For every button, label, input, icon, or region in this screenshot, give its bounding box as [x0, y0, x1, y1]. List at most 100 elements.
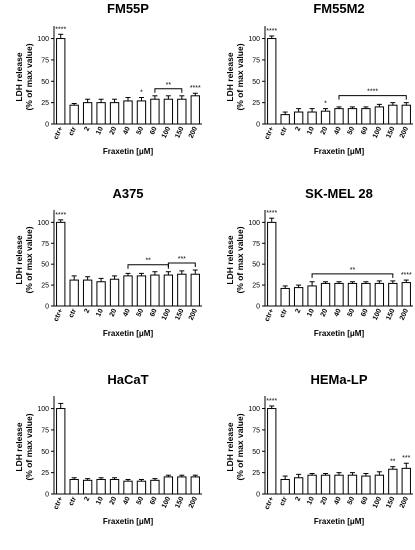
x-tick-label: 100 — [161, 308, 172, 322]
bar — [109, 102, 120, 125]
y-tick-label: 50 — [252, 262, 260, 269]
x-tick-label: 2 — [294, 308, 302, 315]
x-tick-label: ctr — [68, 126, 78, 137]
chart-title: FM55M2 — [313, 1, 364, 16]
y-axis-label: LDH release(% of max value) — [225, 43, 245, 110]
bar — [374, 282, 385, 307]
bar — [334, 282, 344, 307]
x-tick-label: 50 — [347, 496, 357, 506]
y-axis-label-line: LDH release — [225, 235, 235, 284]
chart-panel: A375 LDH release(% of max value) 0 25 50 75 10… — [14, 186, 202, 338]
y-axis-label-line: (% of max value) — [235, 226, 245, 293]
bar — [69, 104, 79, 125]
y-tick-label: 50 — [252, 449, 260, 456]
x-tick-label: ctr+ — [264, 496, 276, 511]
y-tick-label: 0 — [256, 492, 260, 499]
y-axis-label: LDH release(% of max value) — [14, 43, 34, 110]
bracket-label: ** — [166, 82, 172, 89]
bar — [334, 108, 344, 125]
bar — [334, 474, 344, 495]
bar — [56, 408, 66, 495]
bar — [361, 108, 371, 125]
bar — [136, 100, 147, 125]
x-tick-label: ctr+ — [264, 308, 276, 323]
y-axis-label-line: (% of max value) — [24, 43, 34, 110]
x-tick-label: 100 — [372, 496, 383, 510]
y-tick-label: 0 — [45, 492, 49, 499]
x-tick-label: 10 — [95, 308, 105, 318]
chart-title: HaCaT — [107, 372, 148, 387]
significance-mark: **** — [55, 212, 66, 219]
significance-bracket — [154, 88, 183, 93]
y-tick-label: 75 — [252, 427, 260, 434]
bar — [69, 279, 79, 307]
x-tick-label: 2 — [83, 126, 91, 133]
bar — [136, 275, 147, 307]
significance-bracket — [127, 264, 169, 269]
bar — [320, 282, 331, 307]
x-tick-label: 40 — [122, 496, 132, 506]
x-axis-label: Fraxetin [μM] — [314, 517, 365, 526]
x-tick-label: 50 — [136, 126, 146, 136]
bar — [361, 475, 371, 495]
bar — [401, 104, 411, 125]
bar — [320, 474, 331, 495]
y-tick-label: 25 — [252, 283, 260, 290]
x-tick-label: ctr+ — [53, 126, 65, 141]
x-tick-label: 20 — [320, 126, 330, 136]
bar — [361, 282, 371, 307]
y-axis-label-line: LDH release — [14, 422, 24, 471]
y-axis-label-line: LDH release — [225, 422, 235, 471]
bar — [293, 287, 304, 307]
x-tick-label: ctr — [279, 126, 289, 137]
y-tick-label: 0 — [256, 122, 260, 129]
significance-mark: **** — [266, 28, 277, 35]
y-tick-label: 25 — [41, 283, 49, 290]
bar — [280, 478, 290, 495]
bar — [347, 282, 358, 307]
y-tick-label: 100 — [248, 406, 260, 413]
x-tick-label: 2 — [83, 308, 91, 315]
bar — [177, 476, 187, 495]
y-tick-label: 100 — [248, 36, 260, 43]
bar — [82, 479, 93, 495]
x-tick-label: 10 — [306, 496, 316, 506]
bar — [374, 106, 385, 125]
chart-title: HEMa-LP — [310, 372, 367, 387]
bracket-label: **** — [367, 89, 378, 96]
bar — [56, 221, 66, 307]
x-tick-label: 100 — [372, 126, 383, 140]
significance-mark: **** — [401, 272, 412, 279]
bar — [401, 467, 411, 495]
significance-mark: * — [324, 101, 327, 108]
x-tick-label: 40 — [333, 126, 343, 136]
significance-mark: **** — [266, 398, 277, 405]
bar — [401, 282, 411, 307]
bar — [190, 476, 200, 495]
y-tick-label: 0 — [256, 304, 260, 311]
x-tick-label: 40 — [333, 496, 343, 506]
y-tick-label: 50 — [252, 79, 260, 86]
bracket-label: ** — [350, 267, 356, 274]
bar — [96, 478, 106, 495]
bar — [280, 287, 290, 307]
x-tick-label: 50 — [347, 126, 357, 136]
bar — [293, 111, 304, 125]
bar — [96, 102, 106, 125]
y-tick-label: 100 — [248, 220, 260, 227]
x-tick-label: 20 — [320, 496, 330, 506]
x-tick-label: ctr+ — [264, 126, 276, 141]
x-tick-label: 60 — [149, 308, 159, 318]
x-tick-label: 150 — [385, 496, 396, 510]
x-tick-label: 20 — [109, 126, 119, 136]
y-axis-label-line: LDH release — [14, 52, 24, 101]
x-tick-label: 40 — [122, 126, 132, 136]
y-tick-label: 100 — [37, 36, 49, 43]
y-tick-label: 50 — [41, 79, 49, 86]
bar — [388, 468, 398, 495]
y-tick-label: 0 — [45, 304, 49, 311]
y-tick-label: 50 — [41, 449, 49, 456]
chart-title: FM55P — [107, 1, 149, 16]
bar — [280, 114, 290, 125]
